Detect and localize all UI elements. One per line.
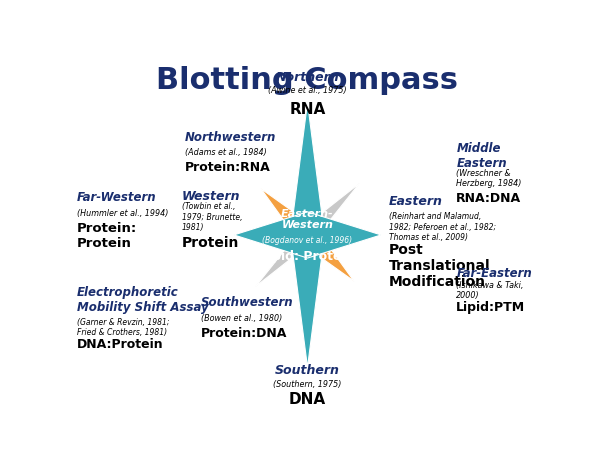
Text: RNA: RNA — [289, 102, 326, 117]
Text: Lipid: Protein: Lipid: Protein — [260, 250, 355, 263]
Polygon shape — [261, 189, 354, 281]
Text: (Awine et al., 1975): (Awine et al., 1975) — [268, 86, 347, 95]
Polygon shape — [256, 183, 359, 287]
Text: (Ishikawa & Taki,
2000): (Ishikawa & Taki, 2000) — [457, 281, 524, 300]
Text: DNA: DNA — [289, 392, 326, 407]
Text: (Wreschner &
Herzberg, 1984): (Wreschner & Herzberg, 1984) — [457, 169, 521, 189]
Text: Far-Eastern: Far-Eastern — [457, 267, 532, 280]
Text: (Towbin et al.,
1979; Brunette,
1981): (Towbin et al., 1979; Brunette, 1981) — [182, 202, 242, 232]
Text: Protein: Protein — [182, 236, 239, 250]
Text: (Reinhart and Malamud,
1982; Peferoen et al., 1982;
Thomas et al., 2009): (Reinhart and Malamud, 1982; Peferoen et… — [389, 212, 496, 242]
Polygon shape — [261, 189, 354, 281]
Text: Northwestern: Northwestern — [185, 130, 277, 144]
Text: Eastern: Eastern — [389, 195, 443, 208]
Text: Protein:DNA: Protein:DNA — [200, 327, 287, 340]
Text: (Garner & Revzin, 1981;
Fried & Crothers, 1981): (Garner & Revzin, 1981; Fried & Crothers… — [77, 318, 169, 337]
Text: Eastern-
Western: Eastern- Western — [281, 209, 334, 230]
Polygon shape — [290, 103, 325, 367]
Text: Protein:
Protein: Protein: Protein — [77, 222, 137, 251]
Text: RNA:DNA: RNA:DNA — [457, 192, 521, 205]
Text: Southwestern: Southwestern — [200, 296, 293, 309]
Text: (Bowen et al., 1980): (Bowen et al., 1980) — [200, 314, 282, 323]
Text: Northern: Northern — [275, 71, 340, 84]
Text: Far-Western: Far-Western — [77, 192, 156, 204]
Text: Middle
Eastern: Middle Eastern — [457, 142, 507, 170]
Text: Electrophoretic
Mobility Shift Assay: Electrophoretic Mobility Shift Assay — [77, 286, 208, 314]
Text: Post
Translational
Modification: Post Translational Modification — [389, 243, 491, 289]
Polygon shape — [234, 212, 381, 258]
Text: Southern: Southern — [275, 364, 340, 377]
Text: DNA:Protein: DNA:Protein — [77, 338, 163, 351]
Text: (Hummler et al., 1994): (Hummler et al., 1994) — [77, 209, 168, 218]
Text: (Southern, 1975): (Southern, 1975) — [274, 380, 341, 389]
Text: Western: Western — [182, 190, 241, 203]
Text: Protein:RNA: Protein:RNA — [185, 162, 271, 175]
Text: Blotting Compass: Blotting Compass — [157, 66, 458, 94]
Text: (Adams et al., 1984): (Adams et al., 1984) — [185, 148, 267, 157]
Polygon shape — [256, 183, 359, 287]
Text: Lipid:PTM: Lipid:PTM — [457, 301, 526, 314]
Text: (Bogdanov et al., 1996): (Bogdanov et al., 1996) — [262, 236, 353, 245]
